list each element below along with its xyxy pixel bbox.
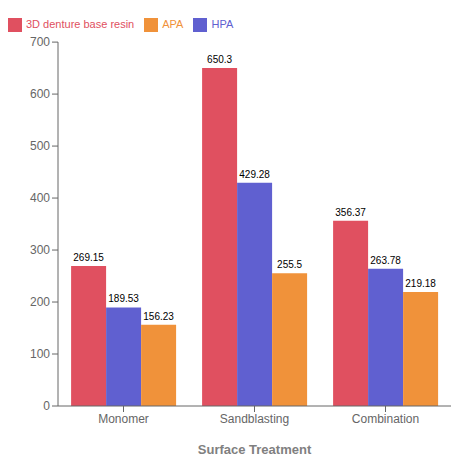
svg-text:156.23: 156.23 <box>143 311 174 322</box>
svg-text:700: 700 <box>30 35 50 49</box>
svg-text:255.5: 255.5 <box>277 259 302 270</box>
svg-text:0: 0 <box>43 399 50 413</box>
svg-text:650.3: 650.3 <box>207 54 232 65</box>
svg-text:Surface Treatment: Surface Treatment <box>198 442 312 457</box>
html-text:APA: APA <box>162 18 184 30</box>
svg-text:Monomer: Monomer <box>98 412 149 426</box>
html-text:3D denture base resin: 3D denture base resin <box>26 18 135 30</box>
svg-text:429.28: 429.28 <box>239 169 270 180</box>
svg-text:400: 400 <box>30 191 50 205</box>
svg-text:600: 600 <box>30 87 50 101</box>
svg-text:189.53: 189.53 <box>108 293 139 304</box>
svg-text:269.15: 269.15 <box>73 252 104 263</box>
svg-text:300: 300 <box>30 243 50 257</box>
svg-text:356.37: 356.37 <box>335 207 366 218</box>
svg-text:100: 100 <box>30 347 50 361</box>
svg-text:Sandblasting: Sandblasting <box>220 412 289 426</box>
svg-text:500: 500 <box>30 139 50 153</box>
svg-text:219.18: 219.18 <box>405 278 436 289</box>
html-text:HPA: HPA <box>211 18 234 30</box>
svg-text:Combination: Combination <box>352 412 419 426</box>
svg-text:263.78: 263.78 <box>370 255 401 266</box>
svg-text:200: 200 <box>30 295 50 309</box>
